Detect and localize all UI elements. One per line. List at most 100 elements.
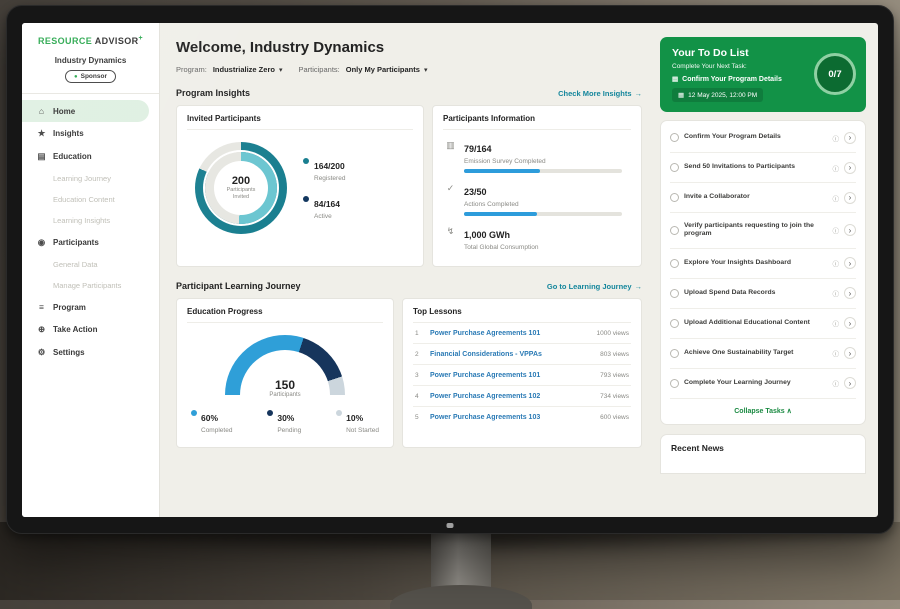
task-label: Invite a Collaborator	[684, 193, 750, 201]
task-row-invite-collaborator[interactable]: Invite a Collaborator ⓘ ›	[670, 183, 856, 213]
chevron-right-icon[interactable]: ›	[844, 131, 856, 144]
card-title: Education Progress	[187, 307, 383, 323]
task-row-explore-insights[interactable]: Explore Your Insights Dashboard ⓘ ›	[670, 249, 856, 279]
resource-advisor-app: RESOURCE ADVISOR+ Industry Dynamics ● Sp…	[22, 23, 878, 517]
sidebar-item-participants[interactable]: ◉ Participants	[22, 231, 159, 254]
program-filter-label: Program:	[176, 65, 207, 74]
check-more-insights-link[interactable]: Check More Insights →	[558, 89, 642, 98]
lesson-title-link[interactable]: Power Purchase Agreements 101	[430, 329, 541, 337]
task-checkbox[interactable]	[670, 163, 679, 172]
todo-subtitle: Complete Your Next Task:	[672, 63, 747, 70]
chevron-right-icon[interactable]: ›	[844, 287, 856, 300]
sidebar-item-label: Insights	[53, 129, 84, 138]
lesson-row: 3 Power Purchase Agreements 101 793 view…	[413, 365, 631, 386]
sidebar-item-take-action[interactable]: ⊕ Take Action	[22, 318, 159, 341]
filters-bar: Program: Industrialize Zero ▾ Participan…	[176, 65, 642, 74]
task-row-verify-participants[interactable]: Verify participants requesting to join t…	[670, 213, 856, 249]
info-icon[interactable]: ⓘ	[832, 261, 840, 269]
sidebar-item-label: Take Action	[53, 325, 98, 334]
legend-label: Registered	[314, 175, 346, 182]
lesson-title-link[interactable]: Power Purchase Agreements 102	[430, 392, 541, 400]
check-icon: ✓	[446, 183, 455, 193]
collapse-tasks-link[interactable]: Collapse Tasks ∧	[670, 399, 856, 422]
legend-dot	[191, 410, 197, 416]
legend-value: 164/200	[314, 161, 345, 171]
sidebar-item-insights[interactable]: ★ Insights	[22, 122, 159, 145]
chevron-right-icon[interactable]: ›	[844, 257, 856, 270]
task-checkbox[interactable]	[670, 225, 679, 235]
lesson-title-link[interactable]: Power Purchase Agreements 103	[430, 413, 541, 421]
stat-global-consumption: ↯ 1,000 GWh Total Global Consumption	[443, 216, 631, 251]
sidebar-item-manage-participants[interactable]: Manage Participants	[22, 275, 159, 296]
task-row-upload-educational-content[interactable]: Upload Additional Educational Content ⓘ …	[670, 309, 856, 339]
task-checkbox[interactable]	[670, 318, 679, 328]
task-row-confirm-program[interactable]: Confirm Your Program Details ⓘ ›	[670, 123, 856, 153]
task-checkbox[interactable]	[670, 288, 679, 298]
lesson-title-link[interactable]: Power Purchase Agreements 101	[430, 371, 541, 379]
legend-label: Pending	[277, 427, 302, 434]
legend-dot	[303, 158, 309, 164]
gauge-center-label: Participants	[269, 392, 301, 398]
gauge-legend: 60% Completed 30% Pending	[187, 398, 383, 434]
task-checkbox[interactable]	[670, 378, 679, 388]
learning-journey-header: Participant Learning Journey Go to Learn…	[176, 281, 642, 291]
arrow-right-icon: →	[634, 88, 643, 98]
legend-dot	[303, 196, 309, 202]
card-title: Invited Participants	[187, 114, 413, 130]
app-logo: RESOURCE ADVISOR+	[22, 35, 159, 46]
task-checkbox[interactable]	[670, 258, 679, 268]
sidebar-item-program[interactable]: ≡ Program	[22, 296, 159, 318]
todo-column: Your To Do List Complete Your Next Task:…	[656, 23, 878, 517]
main-content: Welcome, Industry Dynamics Program: Indu…	[160, 23, 656, 517]
task-checkbox[interactable]	[670, 193, 679, 202]
sidebar-item-education[interactable]: ▤ Education	[22, 145, 159, 168]
gauge-center: 150 Participants	[225, 378, 345, 398]
action-icon: ⊕	[37, 324, 46, 334]
info-icon[interactable]: ⓘ	[832, 351, 840, 359]
task-label: Verify participants requesting to join t…	[684, 221, 814, 238]
info-icon[interactable]: ⓘ	[832, 195, 840, 203]
lesson-title-link[interactable]: Financial Considerations - VPPAs	[430, 350, 542, 358]
sidebar: RESOURCE ADVISOR+ Industry Dynamics ● Sp…	[22, 23, 160, 517]
chevron-right-icon[interactable]: ›	[844, 377, 856, 390]
participants-select[interactable]: Only My Participants ▾	[346, 65, 428, 74]
sidebar-item-settings[interactable]: ⚙ Settings	[22, 341, 159, 364]
info-icon[interactable]: ⓘ	[832, 381, 840, 389]
chevron-right-icon[interactable]: ›	[844, 224, 856, 237]
task-row-upload-spend-data[interactable]: Upload Spend Data Records ⓘ ›	[670, 279, 856, 309]
todo-progress-value: 0/7	[828, 68, 842, 80]
task-checkbox[interactable]	[670, 133, 679, 142]
task-label: Send 50 Invitations to Participants	[684, 163, 796, 171]
invited-participants-donut-inner: 200 Participants Invited	[205, 152, 277, 224]
info-icon[interactable]: ⓘ	[832, 321, 840, 329]
lesson-rank: 2	[415, 350, 419, 358]
donut-legend: 164/200 Registered 84/164 Active	[303, 156, 345, 220]
energy-icon: ↯	[446, 226, 455, 236]
sponsor-badge: ● Sponsor	[65, 70, 116, 83]
sidebar-item-learning-journey[interactable]: Learning Journey	[22, 168, 159, 189]
task-row-send-invitations[interactable]: Send 50 Invitations to Participants ⓘ ›	[670, 153, 856, 183]
sidebar-item-education-content[interactable]: Education Content	[22, 189, 159, 210]
sidebar-item-learning-insights[interactable]: Learning Insights	[22, 210, 159, 231]
sidebar-item-general-data[interactable]: General Data	[22, 254, 159, 275]
info-icon[interactable]: ⓘ	[832, 135, 840, 143]
todo-next-task: ▤ Confirm Your Program Details	[672, 75, 856, 84]
chevron-right-icon[interactable]: ›	[844, 317, 856, 330]
chevron-right-icon[interactable]: ›	[844, 161, 856, 174]
chevron-right-icon[interactable]: ›	[844, 347, 856, 360]
info-icon[interactable]: ⓘ	[832, 291, 840, 299]
chevron-right-icon[interactable]: ›	[844, 191, 856, 204]
task-checkbox[interactable]	[670, 348, 679, 358]
education-progress-card: Education Progress 150 Participants	[176, 298, 394, 448]
info-icon[interactable]: ⓘ	[832, 165, 840, 173]
task-row-achieve-target[interactable]: Achieve One Sustainability Target ⓘ ›	[670, 339, 856, 369]
task-row-complete-learning-journey[interactable]: Complete Your Learning Journey ⓘ ›	[670, 369, 856, 399]
todo-due-date-label: 12 May 2025, 12:00 PM	[688, 91, 758, 99]
legend-label: Not Started	[346, 427, 379, 434]
go-to-learning-journey-link[interactable]: Go to Learning Journey →	[547, 282, 642, 291]
sidebar-item-home[interactable]: ⌂ Home	[22, 100, 149, 122]
info-icon[interactable]: ⓘ	[832, 228, 840, 236]
logo-plus: +	[138, 35, 144, 42]
program-select[interactable]: Industrialize Zero ▾	[213, 65, 283, 74]
